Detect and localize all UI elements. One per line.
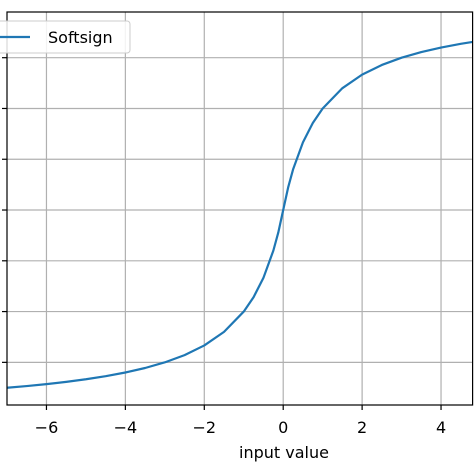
- line-series: [6, 40, 473, 389]
- axes-frame: [6, 11, 474, 406]
- x-tick-label: −4: [114, 418, 138, 437]
- grid: [7, 12, 473, 405]
- x-tick-label: 2: [357, 418, 367, 437]
- legend-label: Softsign: [48, 28, 113, 47]
- legend-box: [0, 20, 131, 54]
- x-tick-label: −6: [35, 418, 59, 437]
- x-tick-label: 0: [278, 418, 288, 437]
- plot: [6, 40, 473, 389]
- x-axis-label: input value: [239, 443, 329, 462]
- x-tick-label: 4: [436, 418, 446, 437]
- x-tick-label: −2: [192, 418, 216, 437]
